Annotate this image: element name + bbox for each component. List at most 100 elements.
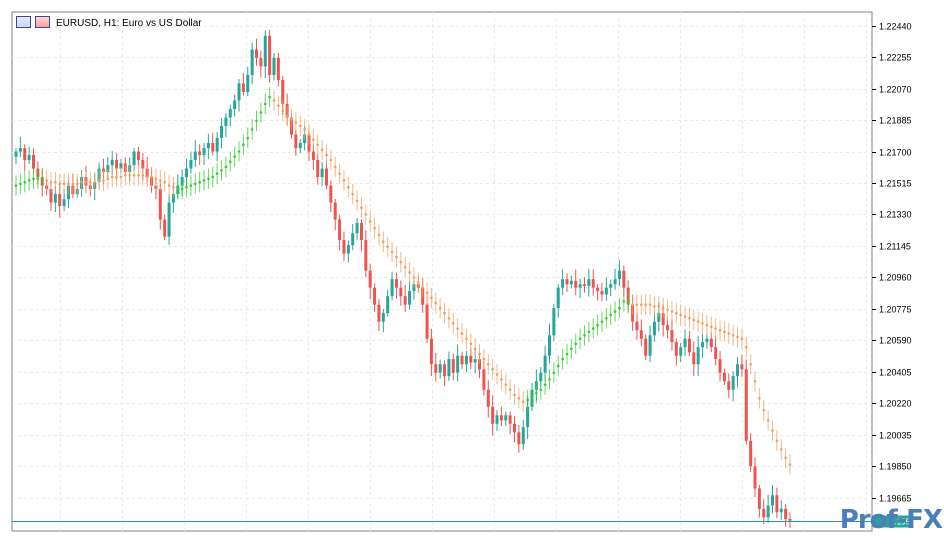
candle-body xyxy=(491,406,495,424)
candle-body xyxy=(399,287,403,297)
candle-body xyxy=(276,57,280,81)
candle-body xyxy=(202,148,206,155)
candle-body xyxy=(368,270,372,288)
trail-dot xyxy=(115,175,118,179)
trail-dot xyxy=(591,327,595,330)
candle-body xyxy=(185,168,189,178)
trail-dot xyxy=(408,271,411,274)
candle-body xyxy=(666,325,670,331)
trail-dot xyxy=(250,128,254,131)
trail-dot xyxy=(788,463,792,466)
trail-dot xyxy=(421,286,424,289)
trail-dot xyxy=(675,311,678,315)
trail-dot xyxy=(460,332,464,335)
trail-dot xyxy=(465,337,468,341)
trail-dot xyxy=(211,175,215,179)
trail-dot xyxy=(215,172,219,175)
candle-body xyxy=(464,355,468,365)
candle-body xyxy=(141,160,145,169)
trail-dot xyxy=(578,337,582,341)
candle-body xyxy=(320,168,324,178)
trail-dot xyxy=(521,400,525,403)
trail-dot xyxy=(325,153,328,157)
trail-dot xyxy=(403,265,407,269)
candle-body xyxy=(757,488,761,509)
trail-dot xyxy=(482,357,486,361)
candle-body xyxy=(552,308,556,336)
candle-body xyxy=(49,188,53,203)
trail-dot xyxy=(688,316,691,320)
trail-dot xyxy=(368,220,372,223)
candle-body xyxy=(521,427,525,445)
trail-dot xyxy=(237,150,241,153)
trail-dot xyxy=(220,168,223,172)
trail-dot xyxy=(731,334,735,337)
trail-dot xyxy=(596,323,599,327)
candle-body xyxy=(718,359,722,373)
trail-dot xyxy=(718,328,722,332)
candle-body xyxy=(596,287,600,292)
trail-dot xyxy=(626,301,630,305)
candle-body xyxy=(736,364,740,377)
trail-dot xyxy=(517,396,521,400)
candle-body xyxy=(359,223,363,241)
trail-dot xyxy=(570,347,573,351)
candle-body xyxy=(731,376,735,390)
candle-body xyxy=(237,83,241,101)
candle-body xyxy=(600,291,604,295)
trail-dot xyxy=(443,311,446,315)
candle-body xyxy=(259,57,263,67)
candle-body xyxy=(753,466,757,489)
chart-title: EURUSD, H1: Euro vs US Dollar xyxy=(56,18,202,29)
y-tick-label: 1.21145 xyxy=(879,242,911,252)
trail-dot xyxy=(556,364,560,368)
trail-dot xyxy=(701,322,704,325)
trail-dot xyxy=(543,383,547,386)
candle-body xyxy=(342,240,346,254)
candle-body xyxy=(456,355,460,373)
candle-body xyxy=(23,148,27,161)
trail-dot xyxy=(268,95,271,99)
trail-dot xyxy=(189,184,193,187)
candle-body xyxy=(62,199,66,206)
trail-dot xyxy=(84,180,88,184)
candle-body xyxy=(106,165,110,172)
trail-dot xyxy=(644,303,647,306)
trail-dot xyxy=(80,180,83,184)
trail-dot xyxy=(434,301,438,305)
candle-body xyxy=(609,284,613,288)
trail-dot xyxy=(552,371,556,375)
trail-dot xyxy=(355,199,359,203)
candle-body xyxy=(408,291,412,305)
trail-dot xyxy=(54,180,57,184)
trail-dot xyxy=(657,305,661,308)
candle-body xyxy=(373,287,377,305)
candle-body xyxy=(543,355,547,373)
candle-body xyxy=(53,194,57,203)
trail-dot xyxy=(574,342,578,346)
trail-dot xyxy=(176,187,180,191)
candle-body xyxy=(329,185,333,203)
trail-dot xyxy=(486,362,490,366)
candle-body xyxy=(377,304,381,322)
candle-body xyxy=(18,148,22,152)
trail-dot xyxy=(132,174,136,177)
candle-body xyxy=(652,321,656,336)
y-tick-label: 1.20590 xyxy=(879,336,912,346)
y-tick-label: 1.20775 xyxy=(879,305,912,315)
trail-dot xyxy=(386,245,389,249)
trail-dot xyxy=(666,308,669,312)
candle-body xyxy=(495,415,499,424)
trail-dot xyxy=(771,429,774,432)
candle-body xyxy=(679,347,683,356)
trail-dot xyxy=(605,316,608,320)
trail-dot xyxy=(377,233,381,237)
trail-dot xyxy=(395,255,398,259)
trail-dot xyxy=(71,182,75,186)
candle-body xyxy=(517,432,521,445)
trail-dot xyxy=(539,388,543,392)
trail-dot xyxy=(23,180,27,184)
trail-dot xyxy=(692,318,696,322)
